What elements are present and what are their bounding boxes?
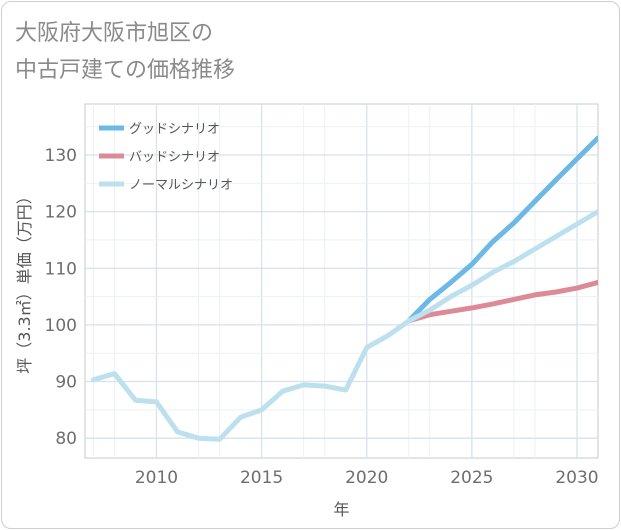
y-tick-label: 110 <box>45 259 77 279</box>
x-tick-label: 2025 <box>450 468 493 488</box>
y-tick-label: 120 <box>45 203 77 223</box>
y-tick-label: 80 <box>55 429 77 449</box>
legend-label: ノーマルシナリオ <box>129 178 233 193</box>
x-axis-title: 年 <box>333 500 349 519</box>
x-tick-label: 2030 <box>555 468 598 488</box>
x-tick-label: 2010 <box>135 468 178 488</box>
x-tick-label: 2020 <box>345 468 388 488</box>
tick-labels: 2010 2015 2020 2025 2030 80 90 100 110 120 130 <box>45 146 599 488</box>
series-line-3 <box>90 209 598 442</box>
y-axis-title: 坪（3.3㎡）単価（万円） <box>15 188 34 373</box>
series-layer <box>90 135 598 442</box>
series-line-2 <box>406 279 598 324</box>
chart-title-line-1: 大阪府大阪市旭区の <box>15 21 213 46</box>
y-tick-label: 90 <box>55 373 77 393</box>
chart-title-line-2: 中古戸建ての価格推移 <box>15 58 235 83</box>
y-tick-label: 100 <box>45 316 77 336</box>
y-tick-label: 130 <box>45 146 77 166</box>
grid <box>85 104 598 458</box>
x-tick-label: 2015 <box>240 468 283 488</box>
series-line-1 <box>406 135 598 324</box>
legend-label: グッドシナリオ <box>129 122 220 137</box>
legend-label: バッドシナリオ <box>129 150 220 165</box>
plot-area <box>84 103 599 459</box>
